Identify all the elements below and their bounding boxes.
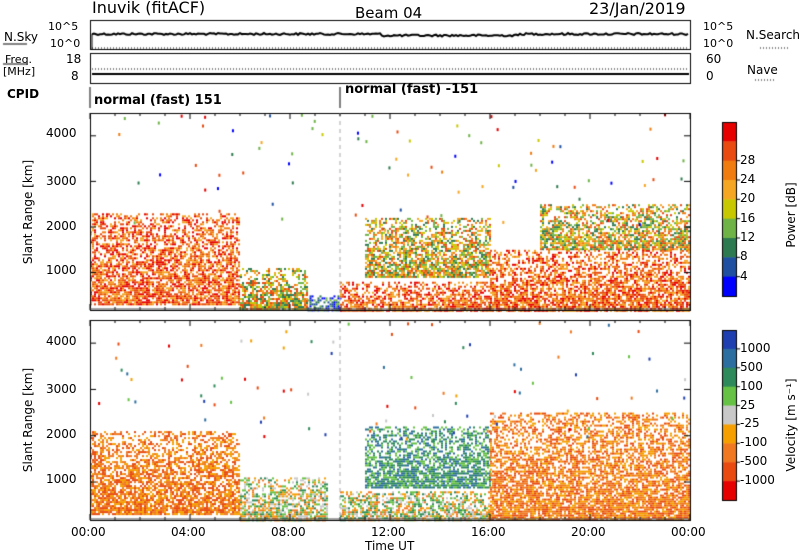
velocity-colorbar-tick: 100 (740, 378, 763, 393)
nave-tick-top: 60 (706, 52, 722, 66)
cpid-segment-1: normal (fast) 151 (94, 93, 222, 108)
power-colorbar-tick: 12 (740, 230, 756, 244)
power-ytick-4000: 4000 (46, 126, 77, 140)
velocity-colorbar-tick: -100 (740, 435, 768, 450)
power-colorbar-tick: 4 (740, 268, 748, 283)
xtick-2: 08:00 (271, 525, 306, 539)
nsky-label: N.Sky (4, 30, 39, 44)
nave-tick-bottom: 0 (706, 69, 714, 83)
date-label: 23/Jan/2019 (589, 0, 686, 18)
cpid-segment-2: normal (fast) -151 (345, 82, 479, 97)
velocity-colorbar-label: Velocity [m s⁻¹] (784, 378, 798, 472)
velocity-colorbar-tick: 500 (740, 359, 763, 374)
power-colorbar-tick: 28 (740, 152, 756, 167)
velocity-ylabel: Slant Range [km] (21, 367, 35, 473)
power-ytick-2000: 2000 (46, 219, 77, 233)
power-ytick-1000: 1000 (46, 263, 77, 277)
nsky-tick-bottom: 10^0 (50, 37, 81, 50)
velocity-colorbar-tick: -25 (740, 416, 760, 431)
power-ytick-3000: 3000 (46, 174, 77, 188)
power-colorbar-tick: 24 (740, 172, 756, 186)
power-colorbar-label: Power [dB] (784, 182, 798, 248)
nsearch-tick-top: 10^5 (703, 20, 734, 33)
power-ylabel: Slant Range [km] (21, 159, 35, 265)
freq-tick-bottom: 8 (71, 69, 79, 83)
velocity-colorbar-tick: 1000 (740, 340, 771, 355)
freq-unit-label: [MHz] (3, 65, 36, 78)
freq-tick-top: 18 (66, 52, 82, 66)
xtick-5: 20:00 (571, 525, 606, 539)
xtick-3: 12:00 (371, 525, 406, 539)
velocity-colorbar-tick: -1000 (740, 473, 775, 488)
velocity-colorbar-tick: 25 (740, 397, 756, 412)
power-colorbar-tick: 16 (740, 210, 756, 225)
velocity-ytick-1000: 1000 (46, 472, 77, 486)
nsearch-tick-bottom: 10^0 (703, 37, 734, 50)
velocity-ytick-2000: 2000 (46, 427, 77, 441)
velocity-ytick-3000: 3000 (46, 382, 77, 396)
beam-label: Beam 04 (355, 4, 423, 22)
power-colorbar-tick: 20 (740, 191, 756, 206)
xtick-0: 00:00 (71, 525, 106, 539)
power-colorbar-tick: 8 (740, 249, 748, 264)
velocity-colorbar-tick: -500 (740, 454, 768, 469)
nave-label: Nave (747, 63, 778, 77)
cpid-label: CPID (7, 87, 40, 101)
xtick-1: 04:00 (171, 525, 206, 539)
freq-label: Freq. (5, 53, 33, 66)
nsearch-label: N.Search (746, 28, 800, 42)
xtick-6: 00:00 (671, 525, 706, 539)
nsky-tick-top: 10^5 (48, 20, 79, 33)
velocity-ytick-4000: 4000 (46, 334, 77, 348)
xlabel: Time UT (365, 539, 415, 553)
station-title: Inuvik (fitACF) (92, 0, 206, 17)
xtick-4: 16:00 (471, 525, 506, 539)
